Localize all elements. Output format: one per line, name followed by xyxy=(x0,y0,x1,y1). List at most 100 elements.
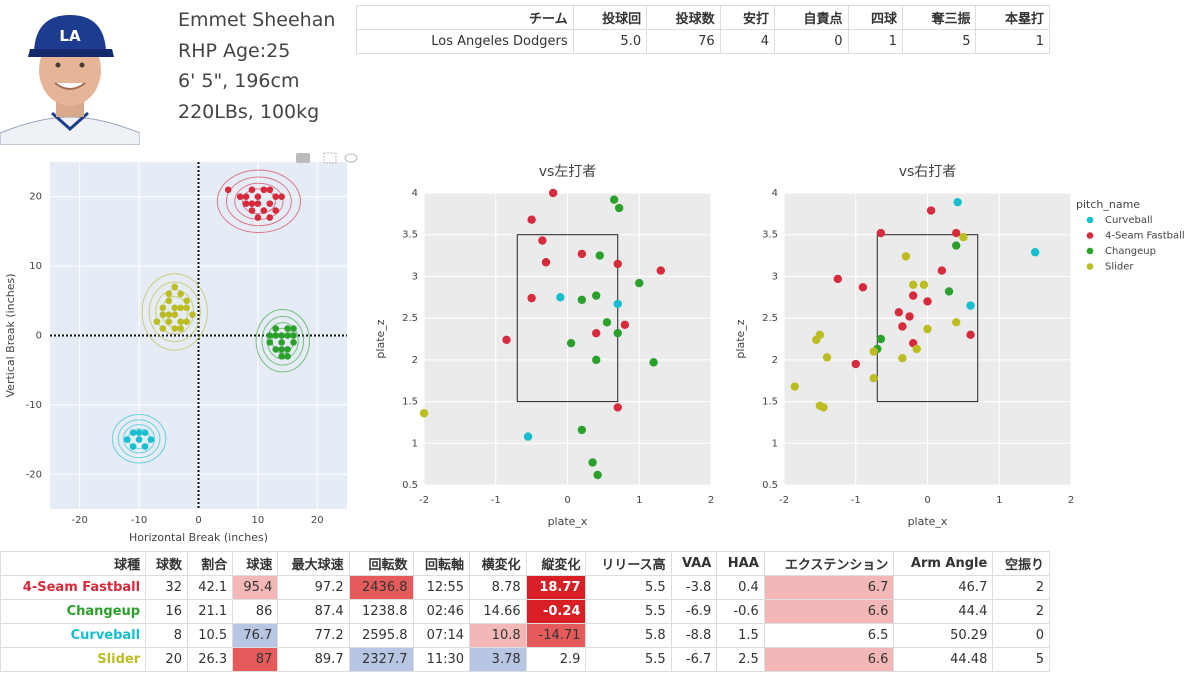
y-tick-label: 20 xyxy=(29,192,42,203)
data-point-slider xyxy=(819,403,828,412)
stats-header: 回転軸 xyxy=(412,551,471,576)
y-tick-label: 1.5 xyxy=(762,397,778,408)
stat-cell: 14.66 xyxy=(469,599,527,624)
data-point-slider xyxy=(177,290,184,298)
x-tick-label: 0 xyxy=(195,515,201,526)
summary-cell: 0 xyxy=(774,29,849,54)
y-tick-label: 3 xyxy=(772,271,778,282)
stat-cell: -8.8 xyxy=(670,623,718,648)
stats-header: 最大球速 xyxy=(277,551,350,576)
data-point-fastball xyxy=(926,206,936,215)
data-point-curveball xyxy=(141,429,149,436)
data-point-slider xyxy=(952,318,961,327)
table-row: Slider 20 26.3 87 89.7 2327.7 11:30 3.78 2.9 5.5-… xyxy=(0,647,1050,672)
stat-cell: 87 xyxy=(232,647,279,672)
data-point-slider xyxy=(165,290,173,298)
data-point-changeup xyxy=(876,334,886,344)
density-contour xyxy=(255,308,311,373)
density-contour xyxy=(261,315,305,366)
data-point-fastball xyxy=(592,328,601,338)
y-tick-label: 3.5 xyxy=(402,230,418,241)
data-point-curveball xyxy=(523,432,533,441)
x-tick-label: 20 xyxy=(311,515,324,526)
x-tick-label: -1 xyxy=(851,495,861,506)
density-contour xyxy=(141,273,208,351)
player-height: 6' 5", 196cm xyxy=(178,70,300,92)
stats-header: リリース高 xyxy=(585,551,672,576)
summary-header: 四球 xyxy=(847,5,903,30)
pitch-name-cell: Slider xyxy=(0,647,147,672)
data-point-fastball xyxy=(966,330,975,340)
stat-cell: 44.4 xyxy=(893,599,994,624)
data-point-fastball xyxy=(905,312,914,321)
data-point-fastball xyxy=(577,249,587,259)
y-tick-label: 1 xyxy=(772,438,778,449)
x-tick-label: -20 xyxy=(72,515,88,526)
stat-cell: -0.24 xyxy=(525,599,587,624)
y-tick-label: 4 xyxy=(412,188,418,199)
stat-cell: 2 xyxy=(992,599,1050,624)
x-tick-label: 0 xyxy=(564,495,570,506)
data-point-changeup xyxy=(266,332,274,339)
data-point-slider xyxy=(183,318,190,325)
data-point-fastball xyxy=(937,266,947,275)
data-point-curveball xyxy=(123,436,131,443)
y-tick-label: 2 xyxy=(772,355,778,366)
data-point-slider xyxy=(165,318,173,325)
data-point-fastball xyxy=(613,259,622,269)
stat-cell: -6.7 xyxy=(670,647,718,672)
data-point-changeup xyxy=(602,318,612,327)
data-point-changeup xyxy=(593,470,602,480)
stat-cell: 2595.8 xyxy=(348,623,414,648)
stat-cell: 77.2 xyxy=(277,623,350,648)
summary-header: チーム xyxy=(356,5,574,30)
x-tick-label: -10 xyxy=(131,515,147,526)
stat-cell: 6.6 xyxy=(763,599,895,624)
data-point-fastball xyxy=(538,236,547,245)
stat-cell: 8 xyxy=(145,623,188,648)
summary-header: 投球数 xyxy=(646,5,721,30)
data-point-changeup xyxy=(592,355,601,365)
data-point-fastball xyxy=(242,193,250,200)
legend-label: 4-Seam Fastball xyxy=(1105,231,1185,242)
data-point-fastball xyxy=(894,308,903,317)
data-point-fastball xyxy=(272,193,280,200)
stat-cell: 07:14 xyxy=(412,623,471,648)
stat-cell: 32 xyxy=(145,575,188,600)
data-point-curveball xyxy=(129,443,137,450)
stat-cell: 97.2 xyxy=(277,575,350,600)
data-point-changeup xyxy=(577,295,587,304)
data-point-fastball xyxy=(527,215,536,224)
stat-cell: 44.48 xyxy=(893,647,994,672)
x-tick-label: 2 xyxy=(708,495,714,506)
density-contour xyxy=(117,419,161,459)
data-point-changeup xyxy=(952,241,961,250)
data-point-slider xyxy=(171,311,179,318)
x-axis-label: Horizontal Break (inches) xyxy=(129,531,268,544)
data-point-fastball xyxy=(260,186,268,194)
data-point-curveball xyxy=(135,436,143,443)
stat-cell: 26.3 xyxy=(186,647,234,672)
data-point-slider xyxy=(869,374,878,383)
data-point-slider xyxy=(183,297,190,305)
strike-zone xyxy=(876,234,979,403)
data-point-fastball xyxy=(923,297,932,306)
stat-cell: 6.7 xyxy=(763,575,895,600)
box-select-icon xyxy=(323,152,337,164)
table-row: 4-Seam Fastball 32 42.1 95.4 97.2 2436.8 12:55… xyxy=(0,575,1050,600)
stats-header: 縦変化 xyxy=(525,551,587,576)
stat-cell: 11:30 xyxy=(412,647,471,672)
data-point-slider xyxy=(153,318,161,325)
data-point-fastball xyxy=(260,207,268,214)
stat-cell: 2.9 xyxy=(525,647,587,672)
data-point-curveball xyxy=(129,429,137,436)
stats-header: 割合 xyxy=(186,551,234,576)
data-point-fastball xyxy=(278,193,285,200)
data-point-changeup xyxy=(290,339,297,346)
stat-cell: 87.4 xyxy=(277,599,350,624)
data-point-fastball xyxy=(898,322,907,331)
table-row: Changeup 16 21.1 86 87.4 1238.8 02:46 14.66 -0.2… xyxy=(0,599,1050,624)
data-point-fastball xyxy=(613,403,622,412)
stat-cell: 20 xyxy=(145,647,188,672)
y-tick-label: 0.5 xyxy=(402,480,418,491)
